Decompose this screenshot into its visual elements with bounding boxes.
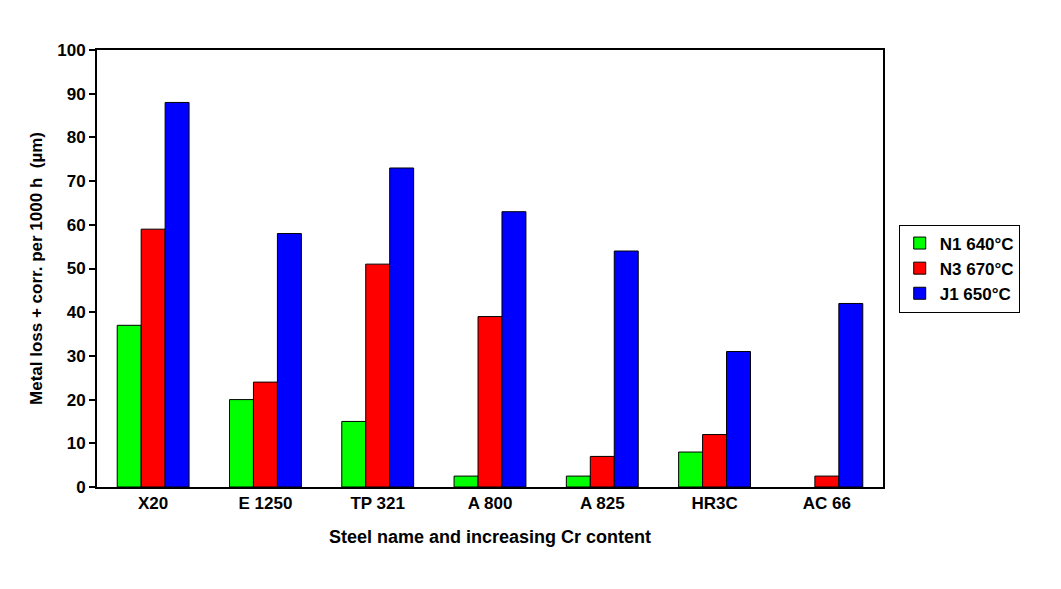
svg-text:90: 90 — [67, 85, 86, 104]
svg-text:AC 66: AC 66 — [803, 494, 851, 513]
svg-text:10: 10 — [67, 434, 86, 453]
svg-text:Metal loss + corr. per 1000 h: Metal loss + corr. per 1000 h (µm) — [27, 132, 46, 405]
svg-text:60: 60 — [67, 216, 86, 235]
svg-text:A 800: A 800 — [468, 494, 513, 513]
svg-text:30: 30 — [67, 347, 86, 366]
svg-text:Steel name and increasing Cr c: Steel name and increasing Cr content — [329, 527, 651, 547]
svg-text:X20: X20 — [138, 494, 168, 513]
svg-text:70: 70 — [67, 172, 86, 191]
svg-text:J1 650°C: J1 650°C — [940, 285, 1011, 304]
svg-text:HR3C: HR3C — [691, 494, 737, 513]
svg-text:50: 50 — [67, 259, 86, 278]
svg-text:0: 0 — [76, 478, 85, 497]
svg-text:20: 20 — [67, 391, 86, 410]
svg-text:E 1250: E 1250 — [238, 494, 292, 513]
svg-text:100: 100 — [57, 41, 85, 60]
svg-text:A 825: A 825 — [580, 494, 625, 513]
svg-text:N1 640°C: N1 640°C — [940, 235, 1014, 254]
svg-text:40: 40 — [67, 303, 86, 322]
svg-text:80: 80 — [67, 128, 86, 147]
svg-text:TP 321: TP 321 — [350, 494, 405, 513]
svg-text:N3 670°C: N3 670°C — [940, 260, 1014, 279]
